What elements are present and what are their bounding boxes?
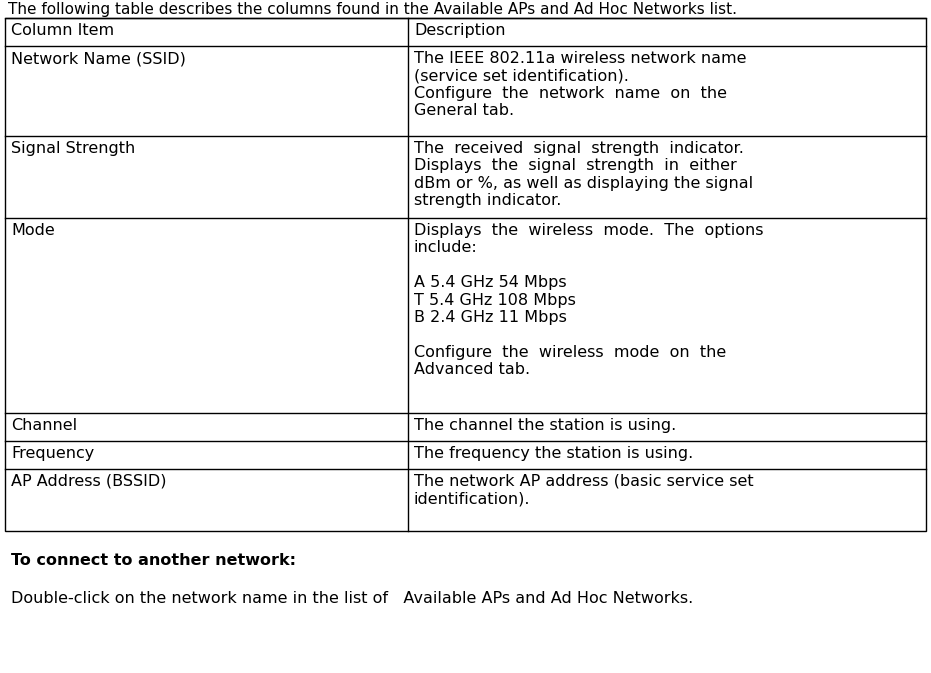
Text: The  received  signal  strength  indicator.
Displays  the  signal  strength  in : The received signal strength indicator. … <box>414 141 753 208</box>
Text: Channel: Channel <box>11 418 77 433</box>
Text: Double-click on the network name in the list of   Available APs and Ad Hoc Netwo: Double-click on the network name in the … <box>11 591 694 606</box>
Bar <box>5 18 926 531</box>
Text: The frequency the station is using.: The frequency the station is using. <box>414 446 694 461</box>
Text: The IEEE 802.11a wireless network name
(service set identification).
Configure  : The IEEE 802.11a wireless network name (… <box>414 51 747 118</box>
Text: To connect to another network:: To connect to another network: <box>11 553 296 568</box>
Text: The channel the station is using.: The channel the station is using. <box>414 418 676 433</box>
Text: Signal Strength: Signal Strength <box>11 141 135 156</box>
Text: The network AP address (basic service set
identification).: The network AP address (basic service se… <box>414 474 753 506</box>
Text: The following table describes the columns found in the Available APs and Ad Hoc : The following table describes the column… <box>8 2 737 17</box>
Text: Column Item: Column Item <box>11 23 115 38</box>
Text: AP Address (BSSID): AP Address (BSSID) <box>11 474 167 489</box>
Text: Network Name (SSID): Network Name (SSID) <box>11 51 186 66</box>
Text: Mode: Mode <box>11 223 55 238</box>
Text: Frequency: Frequency <box>11 446 94 461</box>
Text: Displays  the  wireless  mode.  The  options
include:

A 5.4 GHz 54 Mbps
T 5.4 G: Displays the wireless mode. The options … <box>414 223 763 377</box>
Text: Description: Description <box>414 23 506 38</box>
